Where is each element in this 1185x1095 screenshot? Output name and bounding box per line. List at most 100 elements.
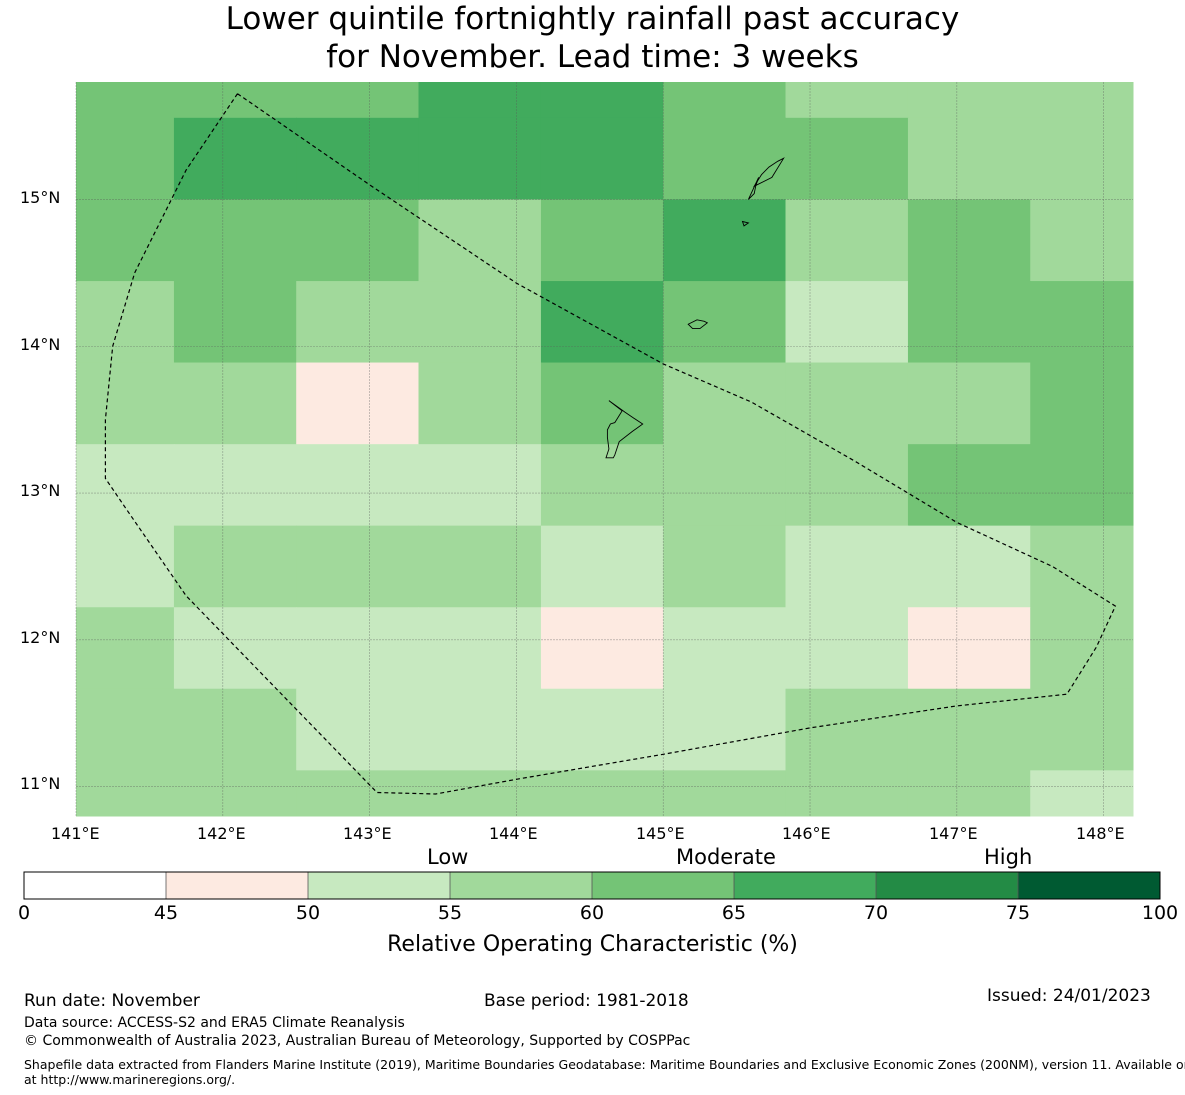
roc-cell (785, 281, 909, 364)
roc-cell (296, 281, 419, 364)
island-outline (605, 400, 644, 459)
lat-tick-label: 11°N (20, 774, 61, 793)
colorbar-bin (1018, 872, 1160, 899)
roc-cell (296, 199, 419, 282)
colorbar (23, 871, 1161, 900)
roc-cell (296, 688, 419, 771)
roc-cell (540, 688, 664, 771)
roc-cell (785, 82, 909, 119)
title-line-2: for November. Lead time: 3 weeks (326, 39, 859, 75)
roc-cell (785, 607, 909, 690)
lon-tick-label: 144°E (489, 824, 538, 843)
roc-cell (540, 607, 664, 690)
roc-cell (540, 525, 664, 608)
lon-tick-label: 145°E (636, 824, 685, 843)
roc-cell (785, 117, 909, 200)
roc-cell (76, 117, 175, 200)
colorbar-tick-label: 55 (437, 902, 463, 924)
colorbar-tick-label: 50 (295, 902, 321, 924)
island-outline (741, 220, 750, 227)
roc-cell (1030, 607, 1134, 690)
colorbar-tick-label: 0 (17, 902, 31, 924)
roc-cell (76, 281, 175, 364)
roc-cell (540, 444, 664, 527)
roc-cell (540, 117, 664, 200)
roc-cell (173, 688, 297, 771)
roc-cell (785, 444, 909, 527)
roc-cell (296, 607, 419, 690)
colorbar-tick-label: 100 (1141, 902, 1179, 924)
lat-tick-label: 13°N (20, 481, 61, 500)
roc-cell (173, 525, 297, 608)
graticule (75, 82, 1133, 816)
roc-cell (173, 362, 297, 445)
roc-cell (907, 362, 1031, 445)
roc-cell (418, 444, 542, 527)
colorbar-bin (450, 872, 592, 899)
roc-cell (785, 770, 909, 817)
roc-grid-cells (76, 82, 1134, 817)
data-source: Data source: ACCESS-S2 and ERA5 Climate … (24, 1015, 405, 1031)
title-line-1: Lower quintile fortnightly rainfall past… (225, 1, 960, 37)
roc-cell (76, 362, 175, 445)
colorbar-bin (166, 872, 308, 899)
lat-tick-label: 12°N (20, 628, 61, 647)
roc-cell (1030, 117, 1134, 200)
roc-cell (663, 362, 787, 445)
roc-cell (663, 770, 787, 817)
copyright: © Commonwealth of Australia 2023, Austra… (24, 1033, 691, 1049)
island-coastlines (605, 157, 785, 459)
roc-cell (907, 444, 1031, 527)
roc-cell (76, 444, 175, 527)
roc-cell (173, 281, 297, 364)
colorbar-level-high: High (984, 845, 1033, 869)
roc-cell (1030, 82, 1134, 119)
run-date: Run date: November (24, 991, 200, 1011)
roc-cell (76, 607, 175, 690)
issued-date: Issued: 24/01/2023 (987, 986, 1151, 1006)
roc-cell (540, 770, 664, 817)
roc-cell (418, 117, 542, 200)
colorbar-tick-label: 70 (863, 902, 889, 924)
colorbar-bin (24, 872, 166, 899)
roc-cell (173, 444, 297, 527)
roc-cell (663, 281, 787, 364)
island-outline (687, 319, 709, 330)
roc-cell (296, 362, 419, 445)
roc-cell (418, 281, 542, 364)
colorbar-level-moderate: Moderate (676, 845, 776, 869)
roc-cell (296, 444, 419, 527)
roc-cell (418, 82, 542, 119)
roc-cell (785, 688, 909, 771)
roc-cell (418, 770, 542, 817)
island-outline (752, 157, 785, 188)
colorbar-tick-label: 65 (721, 902, 747, 924)
shapefile-credit-line-2: at http://www.marineregions.org/. (24, 1072, 236, 1087)
base-period: Base period: 1981-2018 (484, 991, 689, 1011)
roc-cell (173, 199, 297, 282)
roc-cell (907, 770, 1031, 817)
roc-cell (907, 607, 1031, 690)
roc-cell (785, 362, 909, 445)
roc-cell (418, 525, 542, 608)
roc-cell (1030, 688, 1134, 771)
lat-tick-label: 14°N (20, 335, 61, 354)
roc-cell (907, 199, 1031, 282)
colorbar-tick-label: 75 (1005, 902, 1031, 924)
colorbar-bin (308, 872, 450, 899)
roc-cell (663, 688, 787, 771)
colorbar-level-low: Low (427, 845, 469, 869)
roc-cell (663, 82, 787, 119)
roc-cell (907, 525, 1031, 608)
roc-cell (296, 82, 419, 119)
lon-tick-label: 147°E (929, 824, 978, 843)
roc-cell (907, 281, 1031, 364)
lon-tick-label: 148°E (1076, 824, 1125, 843)
roc-cell (663, 117, 787, 200)
eez-boundary (104, 93, 1117, 795)
roc-cell (1030, 281, 1134, 364)
rainfall-accuracy-map (23, 82, 1161, 900)
colorbar-tick-label: 60 (579, 902, 605, 924)
lon-tick-label: 143°E (343, 824, 392, 843)
colorbar-frame (23, 871, 1161, 900)
